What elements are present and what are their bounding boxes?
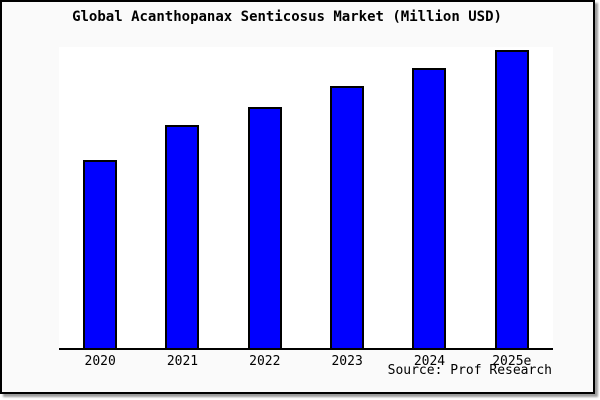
bar-2021 [165, 124, 200, 348]
bar-2025e [494, 49, 529, 348]
bar-slot-2024 [388, 47, 470, 348]
bar-2020 [83, 160, 118, 348]
x-tick-label-2025e: 2025e [492, 354, 532, 369]
bar-slot-2023 [306, 47, 388, 348]
x-axis-labels: 2020 2021 2022 2023 2024 2025e [59, 354, 553, 369]
x-tick-label-2021: 2021 [166, 354, 199, 369]
bar-slot-2025e [471, 47, 553, 348]
bar-2023 [330, 85, 365, 348]
chart-frame: Global Acanthopanax Senticosus Market (M… [0, 0, 595, 394]
x-tick-label-2020: 2020 [84, 354, 116, 369]
plot-area [59, 47, 553, 350]
bar-2024 [412, 67, 447, 348]
chart-title: Global Acanthopanax Senticosus Market (M… [72, 9, 502, 25]
bar-slot-2022 [224, 47, 306, 348]
bar-slot-2021 [141, 47, 223, 348]
bar-slot-2020 [59, 47, 141, 348]
x-tick-label-2023: 2023 [331, 354, 363, 369]
x-tick-label-2024: 2024 [413, 354, 446, 369]
bars-container [59, 47, 553, 348]
bar-2022 [247, 106, 282, 348]
source-credit: Source: Prof Research [387, 363, 552, 378]
x-tick-label-2022: 2022 [249, 354, 281, 369]
